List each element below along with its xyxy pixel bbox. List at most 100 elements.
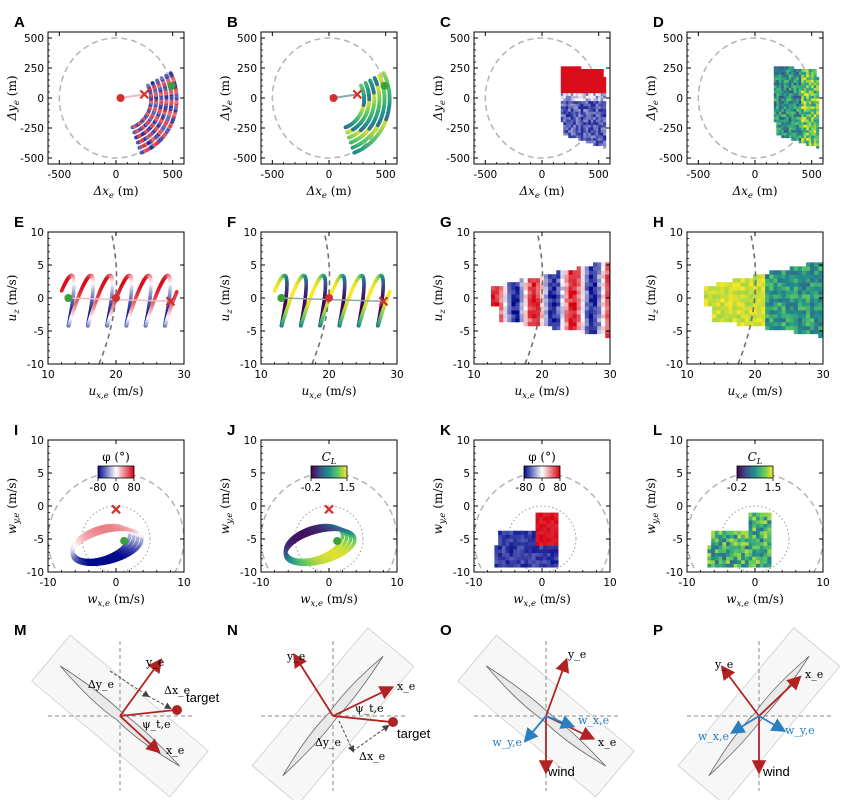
heatmap-cell [810, 294, 815, 299]
heatmap-cell [757, 301, 762, 307]
heatmap-cell [495, 298, 500, 303]
heatmap-cell [736, 321, 742, 327]
heatmap-cell [507, 301, 512, 307]
heatmap-cell [527, 294, 533, 299]
heatmap-cell [568, 278, 574, 283]
heatmap-cell [781, 317, 787, 323]
heatmap-cell [601, 278, 606, 283]
heatmap-cell [818, 282, 823, 287]
heatmap-cell [568, 305, 574, 311]
heatmap-cell [531, 286, 537, 291]
heatmap-cell [601, 325, 606, 331]
heatmap-cell [495, 301, 500, 307]
heatmap-cell [724, 294, 729, 299]
heatmap-cell [732, 282, 738, 287]
x-axis-label: Δxe (m) [518, 184, 564, 201]
heatmap-cell [568, 270, 574, 275]
heatmap-cell [724, 301, 729, 307]
trajectory-point [174, 290, 179, 294]
heatmap-cell [544, 282, 549, 287]
heatmap-cell [765, 313, 770, 319]
heatmap-cell [720, 305, 725, 311]
y-tick-label: -10 [453, 359, 470, 371]
heatmap-cell [584, 278, 590, 283]
heatmap-cell [491, 290, 496, 295]
y-tick-label: -5 [34, 326, 44, 338]
heatmap-cell [523, 309, 529, 315]
y-tick-label: 10 [244, 227, 257, 239]
heatmap-cell [793, 290, 799, 295]
heatmap-cell [527, 313, 533, 319]
heatmap-cell [556, 282, 561, 287]
heatmap-cell [769, 290, 774, 295]
heatmap-cell [544, 321, 549, 327]
heatmap-cell [728, 301, 734, 307]
heatmap-cell [801, 294, 807, 299]
y-tick-label: 0 [37, 293, 44, 305]
heatmap-cell [720, 301, 725, 307]
heatmap-cell [748, 294, 754, 299]
green-marker [64, 294, 73, 302]
heatmap-cell [704, 294, 709, 299]
heatmap-cell [740, 317, 746, 323]
heatmap-cell [560, 309, 565, 315]
heatmap-cell [588, 325, 594, 331]
heatmap-cell [814, 286, 819, 291]
heatmap-cell [593, 262, 598, 267]
heatmap-cell [572, 274, 578, 279]
heatmap-cell [556, 313, 561, 319]
heatmap-cell [495, 286, 500, 291]
heatmap-cell [572, 309, 578, 315]
heatmap-cell [568, 290, 574, 295]
heatmap-cell [785, 309, 791, 315]
heatmap-cell [560, 317, 565, 323]
heatmap-cell [588, 298, 594, 303]
heatmap-cell [597, 266, 602, 271]
heatmap-cell [736, 301, 742, 307]
heatmap-cell [584, 282, 590, 287]
heatmap-cell [507, 290, 512, 295]
heatmap-cell [588, 317, 594, 323]
heatmap-cell [556, 294, 561, 299]
heatmap-cell [535, 282, 541, 287]
y-axis-label: Δye (m) [431, 75, 448, 121]
heatmap-cell [777, 270, 783, 275]
heatmap-cell [724, 305, 729, 311]
heatmap-cell [597, 329, 602, 335]
y-tick-label: 250 [24, 63, 44, 75]
panel-label-G: G [440, 214, 452, 231]
heatmap-cell [568, 298, 574, 303]
heatmap-cell [818, 266, 823, 271]
heatmap-cell [797, 313, 803, 319]
heatmap-cell [503, 290, 508, 295]
heatmap-cell [523, 313, 529, 319]
heatmap-cell [773, 305, 778, 311]
heatmap-cell [556, 317, 561, 323]
heatmap-cell [568, 313, 574, 319]
heatmap-cell [765, 286, 770, 291]
heatmap-cell [560, 298, 565, 303]
end-marker [380, 82, 389, 90]
x-tick-label: -500 [473, 169, 497, 181]
heatmap-cell [810, 305, 815, 311]
heatmap-cell [535, 290, 541, 295]
heatmap-cell [511, 313, 516, 319]
heatmap-cell [757, 274, 762, 279]
heatmap-cell [806, 278, 811, 283]
heatmap-cell [523, 317, 529, 323]
heatmap-cell [773, 274, 778, 279]
heatmap-cell [588, 282, 594, 287]
heatmap-cell [716, 294, 721, 299]
heatmap-cell [601, 321, 606, 327]
x-axis-label: ux,e (m/s) [514, 384, 569, 401]
heatmap-cell [560, 274, 565, 279]
x-axis-label: Δxe (m) [92, 184, 138, 201]
y-tick-label: -250 [20, 123, 44, 135]
heatmap-cell [597, 325, 602, 331]
heatmap-cell [527, 301, 533, 307]
heatmap-cell [789, 282, 795, 287]
heatmap-cell [818, 270, 823, 275]
heatmap-cell [818, 298, 823, 303]
heatmap-cell [568, 274, 574, 279]
heatmap-cell [769, 270, 774, 275]
